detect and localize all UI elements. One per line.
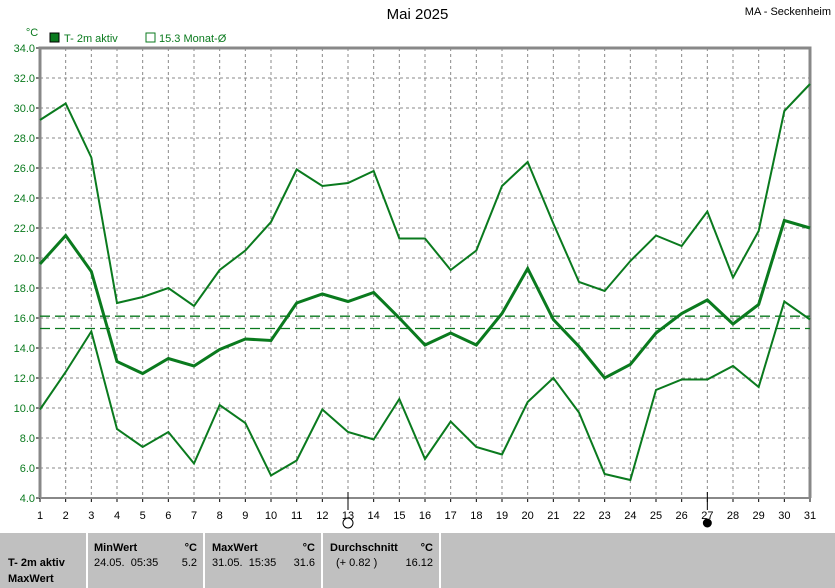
x-tick-label: 23	[599, 510, 611, 522]
y-axis-unit: °C	[26, 27, 38, 39]
row-label-maxwert: MaxWert	[8, 573, 54, 585]
x-tick-label: 28	[727, 510, 739, 522]
legend-label-series: T- 2m aktiv	[64, 33, 118, 45]
series-line-mean	[38, 218, 811, 380]
x-tick-label: 2	[63, 510, 69, 522]
max-unit: °C	[302, 542, 315, 554]
y-tick-label: 10.0	[14, 403, 35, 415]
avg-unit: °C	[420, 542, 433, 554]
x-tick-label: 12	[316, 510, 328, 522]
x-tick-label: 14	[368, 510, 380, 522]
legend-marker-series	[49, 32, 60, 43]
y-tick-label: 28.0	[14, 133, 35, 145]
x-tick-label: 6	[165, 510, 171, 522]
x-tick-label: 26	[676, 510, 688, 522]
legend-label-monthly-average: 15.3 Monat-Ø	[159, 33, 227, 45]
y-tick-label: 8.0	[20, 433, 35, 445]
x-tick-label: 25	[650, 510, 662, 522]
row-label-series: T- 2m aktiv	[8, 557, 65, 569]
new-moon-icon	[702, 518, 712, 528]
y-tick-label: 30.0	[14, 103, 35, 115]
y-tick-label: 22.0	[14, 223, 35, 235]
x-tick-label: 27	[701, 510, 713, 522]
x-tick-label: 24	[624, 510, 636, 522]
avg-delta: (+ 0.82 )	[336, 557, 378, 569]
max-date: 31.05. 15:35	[212, 557, 277, 569]
x-tick-label: 31	[804, 510, 816, 522]
x-tick-label: 15	[393, 510, 405, 522]
x-tick-label: 30	[778, 510, 790, 522]
x-tick-label: 11	[291, 510, 302, 522]
full-moon-icon	[342, 517, 354, 529]
x-tick-label: 1	[37, 510, 43, 522]
x-tick-label: 19	[496, 510, 508, 522]
x-tick-label: 8	[217, 510, 223, 522]
x-tick-label: 22	[573, 510, 585, 522]
y-tick-label: 14.0	[14, 343, 35, 355]
x-tick-label: 29	[753, 510, 765, 522]
min-value: 5.2	[181, 557, 197, 569]
station-name: MA - Seckenheim	[744, 6, 831, 18]
x-tick-label: 21	[547, 510, 559, 522]
x-tick-label: 4	[114, 510, 120, 522]
series-line-min	[39, 299, 811, 482]
min-title: MinWert	[94, 542, 138, 554]
temperature-chart: 4.0 6.0 8.0 10.0 12.0 14.0 16.0 18.0 20.0 22.0 24.…	[14, 27, 816, 529]
y-tick-label: 6.0	[20, 463, 35, 475]
x-tick-label: 9	[242, 510, 248, 522]
y-tick-label: 4.0	[20, 493, 35, 505]
avg-title: Durchschnitt	[330, 542, 398, 554]
min-date: 24.05. 05:35	[94, 557, 159, 569]
max-value: 31.6	[293, 557, 315, 569]
chart-title: Mai 2025	[386, 6, 449, 23]
y-tick-label: 26.0	[14, 163, 35, 175]
x-tick-label: 18	[470, 510, 482, 522]
legend-marker-monthly-average	[145, 32, 156, 43]
y-tick-label: 32.0	[14, 73, 35, 85]
series-line-max	[39, 83, 811, 308]
x-tick-label: 3	[88, 510, 94, 522]
max-title: MaxWert	[212, 542, 258, 554]
x-tick-label: 17	[445, 510, 457, 522]
y-tick-label: 24.0	[14, 193, 35, 205]
avg-value: 16.12	[405, 557, 433, 569]
x-tick-label: 10	[265, 510, 277, 522]
y-tick-label: 34.0	[14, 43, 35, 55]
x-tick-label: 5	[140, 510, 146, 522]
x-tick-label: 7	[191, 510, 197, 522]
stats-panel: T- 2m aktiv MaxWert MinWert °C 24.05. 05…	[0, 533, 835, 588]
y-tick-label: 18.0	[14, 283, 35, 295]
y-tick-label: 12.0	[14, 373, 35, 385]
min-unit: °C	[184, 542, 197, 554]
x-tick-label: 16	[419, 510, 431, 522]
y-tick-label: 20.0	[14, 253, 35, 265]
y-tick-label: 16.0	[14, 313, 35, 325]
x-tick-label: 20	[522, 510, 534, 522]
